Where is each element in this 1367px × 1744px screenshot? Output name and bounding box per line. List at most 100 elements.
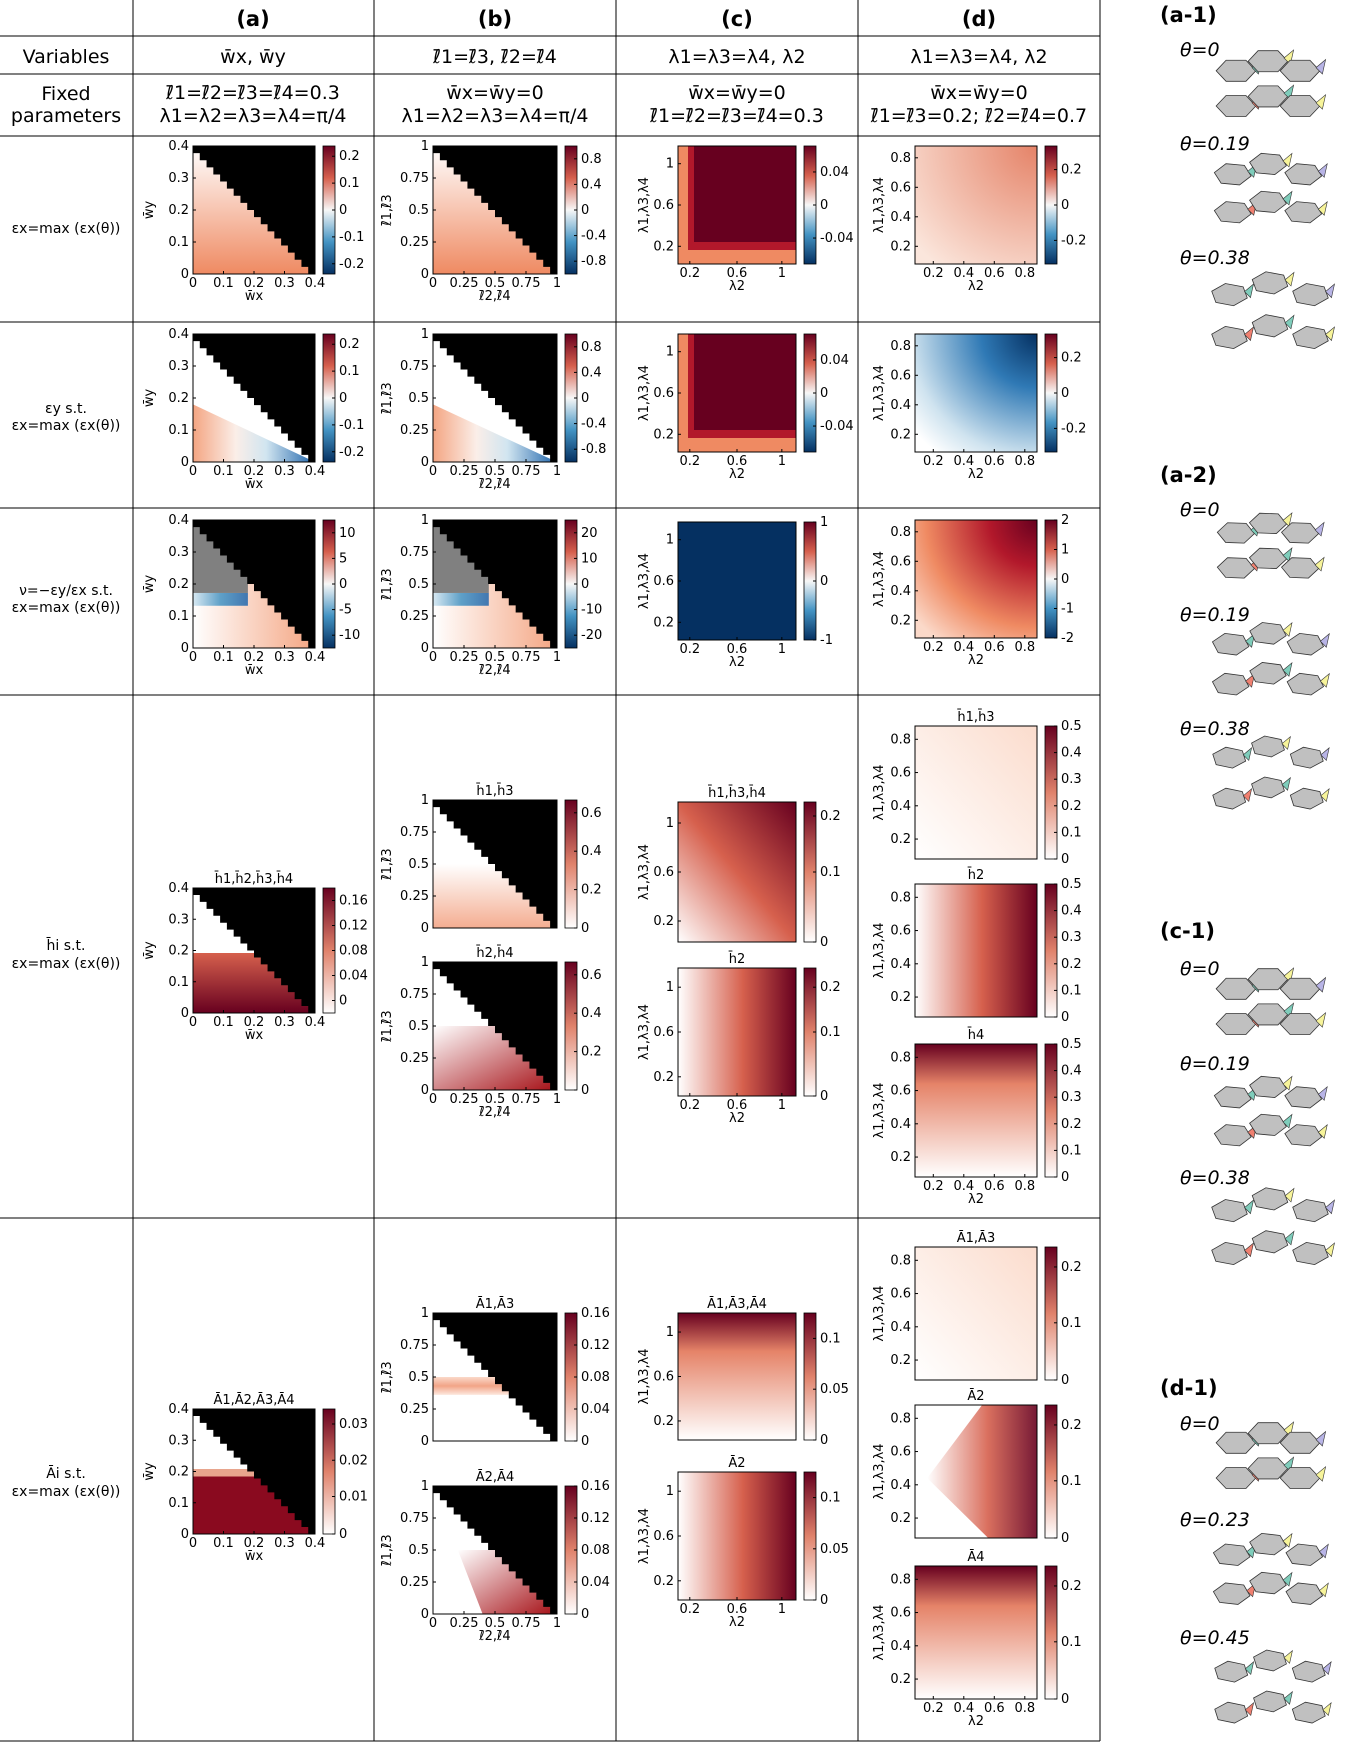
colorbar-label: -0.1 (339, 230, 364, 245)
y-tick-label: 0.8 (890, 525, 911, 540)
y-tick-label: 0 (181, 641, 189, 656)
y-tick-label: 0.8 (890, 890, 911, 905)
colorbar-label: 0.08 (339, 944, 368, 959)
y-tick-label: 0.6 (890, 180, 911, 195)
x-tick-label: 0.8 (1014, 454, 1035, 469)
gray-facet (1292, 1241, 1329, 1266)
y-tick-label: 0.4 (168, 139, 189, 154)
y-tick-label: 0.75 (400, 171, 429, 186)
y-tick-label: 0.25 (400, 609, 429, 624)
colorbar-label: 1 (1061, 543, 1069, 558)
infeasible-region (433, 962, 557, 1090)
colored-triangle (1325, 326, 1335, 342)
colorbar-label: 0.3 (1061, 930, 1082, 945)
row-variables-label: Variables (23, 46, 110, 68)
kirigami-sketch (1216, 512, 1325, 579)
y-tick-label: 0.4 (890, 584, 911, 599)
colorbar-label: 0.2 (820, 980, 841, 995)
y-tick-label: 0 (181, 1527, 189, 1542)
variables-b: ℓ̄1=ℓ̄3, ℓ̄2=ℓ̄4 (432, 46, 557, 68)
colorbar (564, 799, 578, 929)
panel-c-eps-y: 0.2 0.6 1 0.2 0.6 1 λ2 λ1,λ3,λ4 0.04 0 -0.04 (637, 333, 854, 482)
colorbar-label: 0.04 (581, 1575, 610, 1590)
subplot-title: Ā1,Ā3 (957, 1231, 995, 1246)
x-tick-label: 0.25 (450, 276, 479, 291)
panel-c-A2: 0.2 0.6 1 0.2 0.6 1 λ2 λ1,λ3,λ4 Ā2 0.1 0.05 0 (637, 1456, 849, 1630)
y-tick-label: 0.4 (890, 1117, 911, 1132)
y-tick-label: 0.4 (168, 327, 189, 342)
x-tick-label: 0.4 (305, 276, 326, 291)
variables-a: w̄x, w̄y (220, 46, 286, 68)
colored-triangle (1282, 1113, 1293, 1129)
gray-facet (1215, 59, 1257, 82)
colorbar-label: 0 (1061, 572, 1069, 587)
colored-triangle (1244, 1661, 1255, 1676)
colorbar-label: 0.4 (581, 365, 602, 380)
y-tick-label: 0.8 (890, 732, 911, 747)
colorbar-label: 0 (1061, 1010, 1069, 1025)
gray-facet (1249, 622, 1287, 645)
colorbar-label: 0 (339, 391, 347, 406)
colorbar-label: 0 (1061, 1531, 1069, 1546)
row-fixed-label-2: parameters (11, 105, 121, 127)
colorbar-label: -0.2 (1061, 421, 1086, 436)
x-tick-label: 0.6 (727, 266, 748, 281)
x-tick-label: 1 (553, 464, 561, 479)
y-tick-label: 0.6 (890, 1287, 911, 1302)
colored-triangle (1319, 672, 1330, 688)
y-tick-label: 0.5 (408, 1019, 429, 1034)
colorbar (803, 1471, 817, 1601)
y-axis-label: w̄y (142, 575, 157, 594)
x-tick-label: 0.6 (984, 454, 1005, 469)
infeasible-region (193, 1409, 315, 1534)
subplot-title: h̄1,h̄2,h̄3,h̄4 (214, 872, 293, 887)
y-axis-label: w̄y (142, 201, 157, 220)
y-tick-label: 0.2 (890, 239, 911, 254)
infeasible-region (433, 800, 557, 928)
table-grid (0, 0, 1101, 1742)
colored-triangle (1322, 1702, 1332, 1717)
y-tick-label: 0.6 (890, 554, 911, 569)
colorbar-label: 0.3 (1061, 772, 1082, 787)
panel-b-h24: 0 0.25 0.5 0.75 1 0 0.25 0.5 0.75 1 ℓ̄2,ℓ̄4 ℓ̄1,ℓ̄3… (380, 946, 602, 1120)
colorbar-label: 0 (581, 1083, 589, 1098)
y-tick-label: 0.4 (890, 210, 911, 225)
y-tick-label: 0.25 (400, 1051, 429, 1066)
y-tick-label: 1 (421, 955, 429, 970)
colorbar-label: -5 (339, 603, 352, 618)
gray-facet (1249, 152, 1287, 175)
y-tick-label: 0.8 (890, 1050, 911, 1065)
x-tick-label: 0.25 (450, 1616, 479, 1631)
y-tick-label: 0.3 (168, 545, 189, 560)
kirigami-sketch (1213, 152, 1328, 224)
x-tick-label: 0.6 (984, 1179, 1005, 1194)
x-tick-label: 0.1 (213, 464, 234, 479)
x-axis-label: λ2 (729, 1111, 745, 1126)
colored-triangle (1325, 1242, 1335, 1258)
colorbar-label: -20 (581, 628, 602, 643)
y-tick-label: 0.2 (653, 1574, 674, 1589)
y-axis-label: ℓ̄1,ℓ̄3 (380, 568, 395, 600)
colorbar-label: 10 (339, 526, 356, 541)
gray-facet (1284, 1124, 1323, 1147)
x-tick-label: 0.6 (727, 1602, 748, 1617)
y-tick-label: 0.3 (168, 171, 189, 186)
gray-facet (1212, 746, 1247, 769)
kirigami-sketch (1215, 1421, 1327, 1489)
x-tick-label: 0.5 (485, 276, 506, 291)
colorbar (322, 1408, 336, 1535)
panel-a-eps-x: 0 0.1 0.2 0.3 0.4 0 0.1 0.2 0.3 0.4 w̄x w̄y 0.2 0.1 0 -… (142, 139, 364, 304)
y-axis-label: ℓ̄1,ℓ̄3 (380, 1534, 395, 1566)
colorbar-label: 0 (1061, 1170, 1069, 1185)
colorbar-label: 0.5 (1061, 719, 1082, 734)
gray-facet (1248, 547, 1288, 569)
x-tick-label: 0.2 (679, 1602, 700, 1617)
heatmap-fill (433, 592, 489, 606)
y-tick-label: 1 (666, 1325, 674, 1340)
y-axis-label: λ1,λ3,λ4 (872, 177, 887, 233)
infeasible-region (193, 334, 315, 462)
x-tick-label: 0.2 (244, 1536, 265, 1551)
x-tick-label: 0.4 (305, 650, 326, 665)
mechanism-illustrations: (a-1) θ=0 θ=0.19 θ=0.38 (a-2) θ=0 θ=0.19 θ=0.38… (1160, 3, 1335, 1724)
colorbar-label: 0.4 (581, 1006, 602, 1021)
